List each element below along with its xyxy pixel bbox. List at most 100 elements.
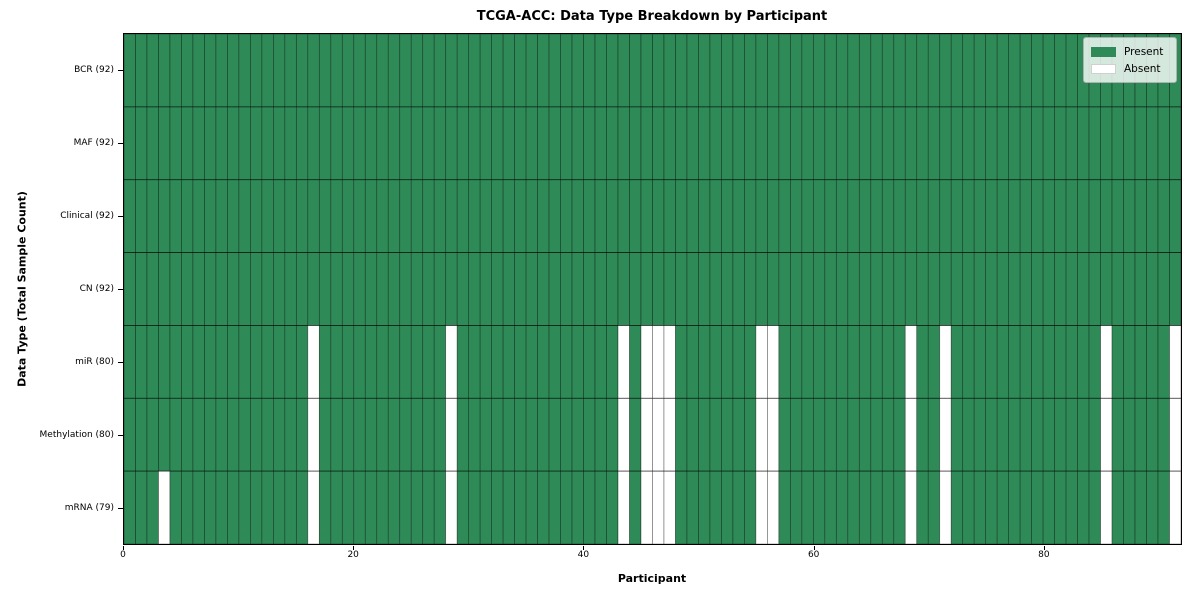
heatmap-cell bbox=[709, 397, 722, 472]
heatmap-cell bbox=[583, 179, 596, 253]
heatmap-cell bbox=[698, 325, 711, 399]
heatmap-cell bbox=[881, 34, 895, 108]
heatmap-cell bbox=[1134, 397, 1147, 472]
heatmap-cell bbox=[376, 325, 389, 399]
heatmap-cell bbox=[422, 325, 435, 399]
heatmap-cell bbox=[284, 106, 297, 181]
heatmap-cell bbox=[709, 106, 722, 181]
heatmap-cell bbox=[410, 325, 424, 399]
heatmap-cell bbox=[652, 470, 665, 544]
heatmap-cell bbox=[215, 179, 228, 253]
heatmap-cell bbox=[939, 34, 952, 108]
heatmap-cell bbox=[594, 179, 607, 253]
heatmap-cell bbox=[1019, 106, 1032, 181]
heatmap-cell bbox=[468, 470, 481, 544]
heatmap-cell bbox=[640, 325, 653, 399]
heatmap-cell bbox=[468, 397, 481, 472]
heatmap-cell bbox=[215, 397, 228, 472]
heatmap-cell bbox=[973, 106, 987, 181]
heatmap-cell bbox=[158, 34, 171, 108]
heatmap-cell bbox=[675, 470, 688, 544]
heatmap-cell bbox=[652, 179, 665, 253]
heatmap-cell bbox=[387, 470, 401, 544]
heatmap-cell bbox=[606, 179, 619, 253]
heatmap-cell bbox=[387, 397, 401, 472]
heatmap-cell bbox=[927, 397, 941, 472]
heatmap-cell bbox=[525, 106, 538, 181]
heatmap-cell bbox=[204, 34, 217, 108]
heatmap-cell bbox=[927, 470, 941, 544]
heatmap-cell bbox=[227, 470, 240, 544]
heatmap-cell bbox=[295, 325, 309, 399]
heatmap-cell bbox=[663, 325, 676, 399]
heatmap-cell bbox=[468, 325, 481, 399]
heatmap-cell bbox=[399, 252, 412, 326]
heatmap-cell bbox=[341, 397, 355, 472]
heatmap-cell bbox=[158, 470, 171, 544]
x-tick-label: 0 bbox=[120, 550, 126, 560]
heatmap-cell bbox=[893, 470, 906, 544]
heatmap-cell bbox=[433, 325, 447, 399]
heatmap-cell bbox=[767, 470, 780, 544]
heatmap-cell bbox=[514, 34, 527, 108]
heatmap-cell bbox=[353, 34, 366, 108]
heatmap-cell bbox=[364, 397, 378, 472]
heatmap-cell bbox=[273, 397, 286, 472]
heatmap-cell bbox=[812, 470, 826, 544]
heatmap-cell bbox=[261, 397, 274, 472]
heatmap-cell bbox=[652, 397, 665, 472]
heatmap-cell bbox=[985, 34, 998, 108]
y-tick-mark bbox=[118, 508, 123, 510]
heatmap-cell bbox=[548, 397, 561, 472]
heatmap-cell bbox=[1146, 470, 1159, 544]
heatmap-cell bbox=[1019, 34, 1032, 108]
heatmap-cell bbox=[422, 34, 435, 108]
heatmap-cell bbox=[341, 106, 355, 181]
heatmap-cell bbox=[835, 252, 849, 326]
heatmap-cell bbox=[376, 470, 389, 544]
heatmap-cell bbox=[812, 34, 826, 108]
heatmap-cell bbox=[1019, 325, 1032, 399]
heatmap-cell bbox=[1042, 252, 1055, 326]
heatmap-cell bbox=[629, 252, 642, 326]
heatmap-cell bbox=[698, 397, 711, 472]
heatmap-cell bbox=[778, 252, 791, 326]
heatmap-cell bbox=[502, 325, 515, 399]
heatmap-cell bbox=[295, 397, 309, 472]
heatmap-cell bbox=[778, 325, 791, 399]
heatmap-cell bbox=[721, 397, 734, 472]
heatmap-cell bbox=[847, 34, 860, 108]
heatmap-cell bbox=[261, 179, 274, 253]
heatmap-cell bbox=[238, 325, 251, 399]
heatmap-cell bbox=[824, 252, 837, 326]
heatmap-cell bbox=[732, 470, 745, 544]
heatmap-cell bbox=[330, 34, 343, 108]
heatmap-cell bbox=[1042, 325, 1055, 399]
heatmap-cell bbox=[146, 470, 159, 544]
heatmap-cell bbox=[824, 325, 837, 399]
y-tick-label: miR (80) bbox=[75, 357, 114, 368]
heatmap-cell bbox=[583, 470, 596, 544]
x-tick-mark bbox=[353, 546, 355, 550]
y-tick-mark bbox=[118, 215, 123, 217]
heatmap-cell bbox=[1157, 252, 1170, 326]
heatmap-cell bbox=[698, 34, 711, 108]
heatmap-cell bbox=[721, 470, 734, 544]
heatmap-cell bbox=[146, 106, 159, 181]
heatmap-cell bbox=[1077, 397, 1090, 472]
heatmap-cell bbox=[847, 252, 860, 326]
heatmap-cell bbox=[640, 397, 653, 472]
heatmap-cell bbox=[1169, 470, 1181, 544]
heatmap-cell bbox=[858, 470, 872, 544]
heatmap-cell bbox=[250, 325, 263, 399]
heatmap-cell bbox=[318, 325, 332, 399]
heatmap-cell bbox=[399, 470, 412, 544]
heatmap-cell bbox=[341, 252, 355, 326]
heatmap-cell bbox=[1088, 325, 1101, 399]
heatmap-cell bbox=[698, 470, 711, 544]
heatmap-cell bbox=[215, 34, 228, 108]
heatmap-cell bbox=[537, 325, 550, 399]
heatmap-cell bbox=[583, 397, 596, 472]
heatmap-cell bbox=[824, 470, 837, 544]
